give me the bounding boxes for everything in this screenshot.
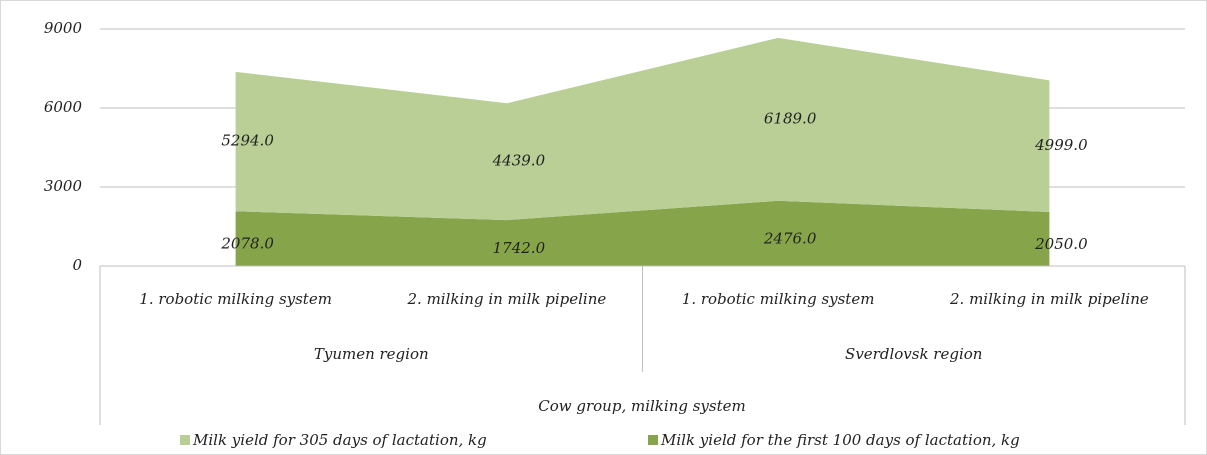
data-label: 4999.0 bbox=[1034, 136, 1088, 154]
x-tick-label: 2. milking in milk pipeline bbox=[407, 290, 607, 308]
y-tick-label: 9000 bbox=[44, 19, 83, 37]
data-label: 2050.0 bbox=[1034, 235, 1088, 253]
area bbox=[235, 200, 1050, 266]
legend-swatch bbox=[648, 435, 658, 445]
data-label: 5294.0 bbox=[221, 132, 274, 150]
x-tick-label: 1. robotic milking system bbox=[682, 290, 875, 308]
data-label: 6189.0 bbox=[764, 109, 817, 127]
y-tick-label: 3000 bbox=[44, 177, 83, 195]
legend-swatch bbox=[180, 435, 190, 445]
legend-label: Milk yield for the first 100 days of lac… bbox=[660, 431, 1020, 449]
group-label: Tyumen region bbox=[314, 345, 429, 363]
area bbox=[235, 37, 1050, 221]
data-label: 2078.0 bbox=[220, 235, 274, 253]
group-label: Sverdlovsk region bbox=[845, 345, 982, 363]
y-tick-label: 6000 bbox=[44, 98, 83, 116]
x-tick-label: 2. milking in milk pipeline bbox=[949, 290, 1149, 308]
data-label: 1742.0 bbox=[493, 239, 546, 257]
x-tick-label: 1. robotic milking system bbox=[139, 290, 332, 308]
data-label: 4439.0 bbox=[492, 152, 546, 170]
data-label: 2476.0 bbox=[763, 229, 817, 247]
x-axis-title: Cow group, milking system bbox=[538, 397, 745, 415]
legend-label: Milk yield for 305 days of lactation, kg bbox=[192, 431, 487, 449]
y-tick-label: 0 bbox=[72, 256, 82, 274]
